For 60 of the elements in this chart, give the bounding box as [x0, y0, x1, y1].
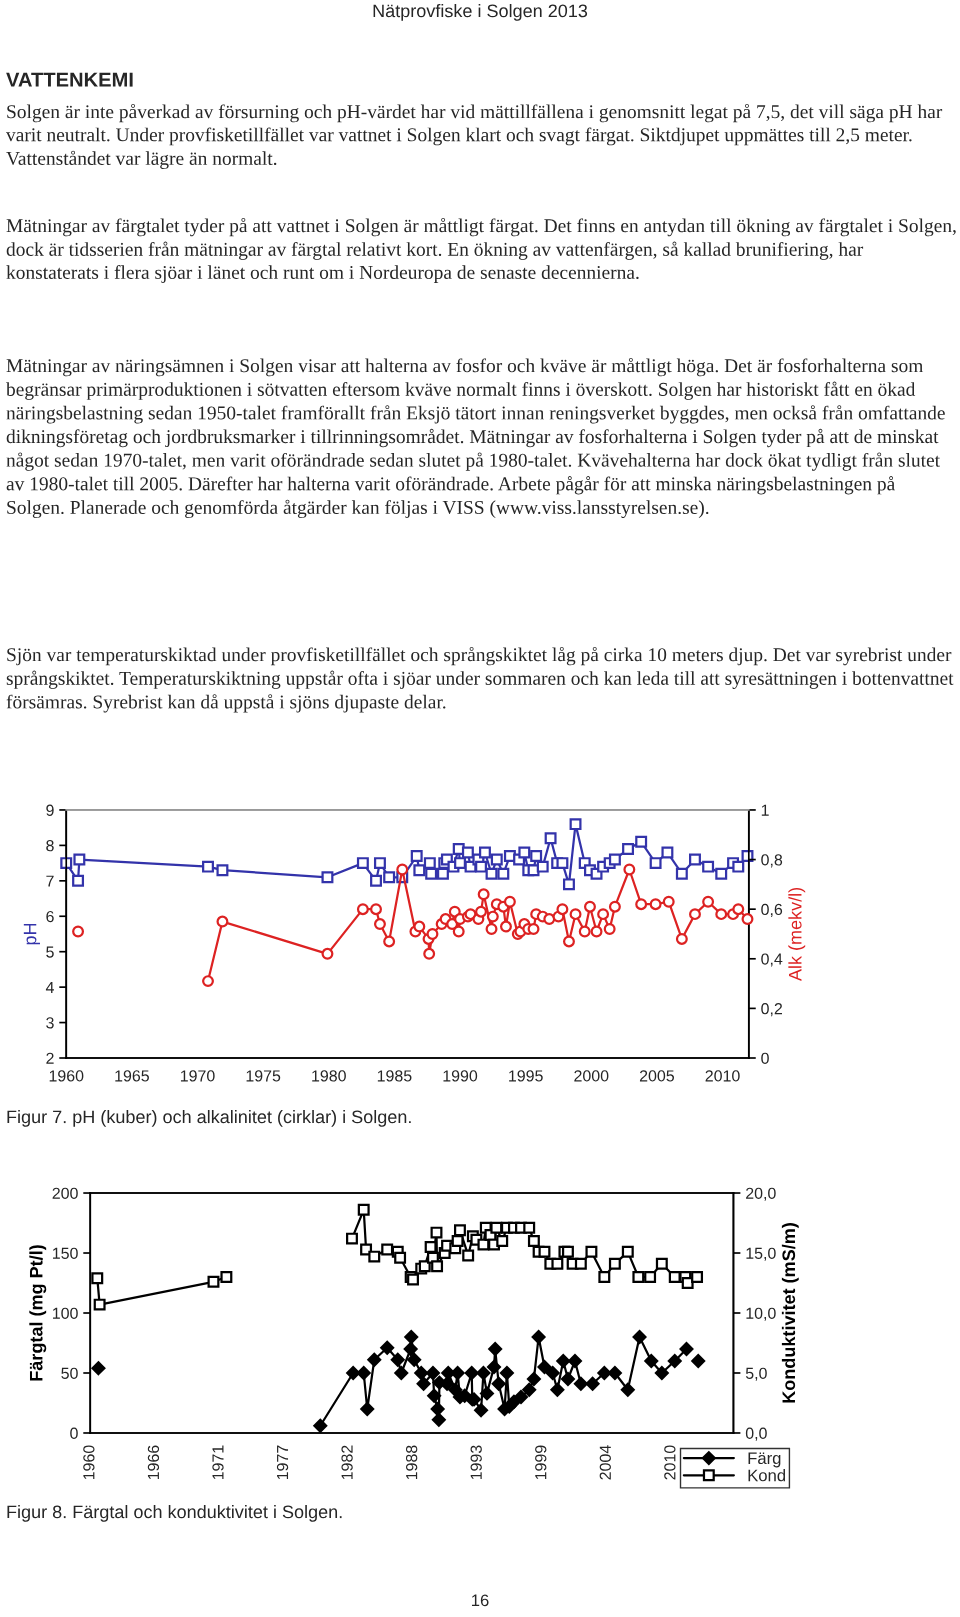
y-tick-label: 0 — [70, 1427, 78, 1439]
y2-tick-label: 0,2 — [761, 1003, 783, 1017]
y2-tick-label: 5,0 — [745, 1367, 767, 1381]
x-tick-label: 2005 — [639, 1070, 675, 1082]
text: Sjön var temperaturskiktad under provfisketillfället och språngskiktet låg på cirka 10 meters djup. Det var syrebrist under språngskiktet. Temperaturskiktning uppstår ofta i sjöar under sommaren och kan leda till att syresättningen i bottenvattnet försämras. Syrebrist kan då uppstå i sjöns djupaste delar. — [6, 647, 954, 713]
x-tick-label: 2004 — [599, 1445, 611, 1480]
text: 16 — [472, 1594, 489, 1607]
x-tick-label: 1980 — [312, 1070, 346, 1082]
text: VATTENKEMI — [6, 72, 133, 87]
y2-axis-title: Alk (mekv/l) — [788, 887, 806, 982]
y-tick-label: 8 — [46, 840, 54, 852]
y-tick-label: 200 — [52, 1187, 78, 1199]
x-tick-label: 2010 — [705, 1070, 740, 1082]
x-tick-label: 1982 — [341, 1445, 353, 1480]
x-tick-label: 1977 — [276, 1445, 289, 1480]
y2-tick-label: 0 — [761, 1052, 769, 1064]
x-tick-label: 1988 — [405, 1445, 418, 1480]
x-tick-label: 1985 — [377, 1070, 412, 1082]
text: Figur 8. Färgtal och konduktivitet i Solgen. — [7, 1505, 342, 1522]
y2-tick-label: 15,0 — [746, 1247, 776, 1261]
y-tick-label: 9 — [46, 804, 54, 816]
legend-label: Färg — [748, 1452, 781, 1468]
y-tick-label: 5 — [46, 946, 54, 958]
text: Nätprovfiske i Solgen 2013 — [373, 4, 588, 21]
x-tick-label: 1975 — [246, 1070, 281, 1082]
y-tick-label: 100 — [53, 1307, 78, 1319]
y-axis-title: pH — [23, 923, 40, 945]
y-axis-title: Färgtal (mg Pt/l) — [29, 1245, 47, 1381]
x-tick-label: 1999 — [535, 1445, 547, 1480]
y2-axis-title: Konduktivitet (mS/m) — [781, 1223, 799, 1403]
y-tick-label: 4 — [45, 981, 54, 993]
legend-label: Kond — [748, 1469, 786, 1482]
text: Solgen är inte påverkad av försurning och pH-värdet har vid mättillfällena i genomsnitt legat på 7,5, det vill säga pH har varit neutralt. Under provfisketillfället var vattnet i Solgen klart och svagt färgat. Siktdjupet uppmättes till 2,5 meter. Vattenståndet var lägre än normalt. — [6, 104, 943, 169]
y2-tick-label: 0,0 — [745, 1427, 767, 1441]
x-tick-label: 1960 — [83, 1445, 95, 1480]
y2-tick-label: 0,4 — [761, 953, 783, 967]
x-tick-label: 1995 — [509, 1070, 543, 1082]
x-tick-label: 1971 — [212, 1445, 224, 1480]
y-tick-label: 50 — [61, 1367, 78, 1379]
y2-tick-label: 0,8 — [761, 854, 783, 868]
y-tick-label: 150 — [53, 1247, 78, 1259]
x-tick-label: 1960 — [49, 1070, 84, 1082]
y-tick-label: 3 — [46, 1017, 54, 1029]
y2-tick-label: 10,0 — [746, 1307, 776, 1321]
y2-tick-label: 20,0 — [746, 1187, 776, 1201]
x-tick-label: 2010 — [664, 1445, 676, 1480]
x-tick-label: 1970 — [180, 1070, 215, 1082]
x-tick-label: 2000 — [574, 1070, 609, 1082]
x-tick-label: 1965 — [115, 1070, 149, 1082]
text: Mätningar av färgtalet tyder på att vattnet i Solgen är måttligt färgat. Det finns en antydan till ökning av färgtalet i Solgen, dock är tidsserien från mätningar av färgtal relativt kort. En ökning av vattenfärgen, så kallad brunifiering, har konstaterats i flera sjöar i länet och runt om i Nordeuropa de senaste decennierna. — [6, 218, 956, 283]
y-tick-label: 6 — [46, 910, 54, 923]
x-tick-label: 1990 — [443, 1070, 478, 1082]
y2-tick-label: 1 — [761, 804, 769, 816]
x-tick-label: 1966 — [147, 1445, 160, 1480]
y-tick-label: 2 — [46, 1052, 54, 1064]
text: Mätningar av näringsämnen i Solgen visar att halterna av fosfor och kväve är måttligt höga. Det är fosforhalterna som begränsar primärproduktionen i sötvatten eftersom kväve normalt finns i överskott. Solgen har historiskt fått en ökad näringsbelastning sedan 1950-talet framförallt från Eksjö tätort innan reningsverket byggdes, men också från omfattande dikningsföretag och jordbruksmarker i tillrinningsområdet. Mätningar av fosforhalterna i Solgen tyder på att de minskat något sedan 1970-talet, men varit oförändrade sedan slutet på 1980-talet. Kvävehalterna har dock ökat tydligt från slutet av 1980-talet till 2005. Därefter har halterna varit oförändrade. Arbete pågår för att minska näringsbelastningen på Solgen. Planerade och genomförda åtgärder kan följas i VISS (www.viss.lansstyrelsen.se). — [6, 358, 945, 519]
y-tick-label: 7 — [46, 875, 54, 887]
text: Figur 7. pH (kuber) och alkalinitet (cirklar) i Solgen. — [7, 1110, 411, 1127]
y2-tick-label: 0,6 — [761, 903, 783, 918]
x-tick-label: 1993 — [470, 1445, 482, 1480]
